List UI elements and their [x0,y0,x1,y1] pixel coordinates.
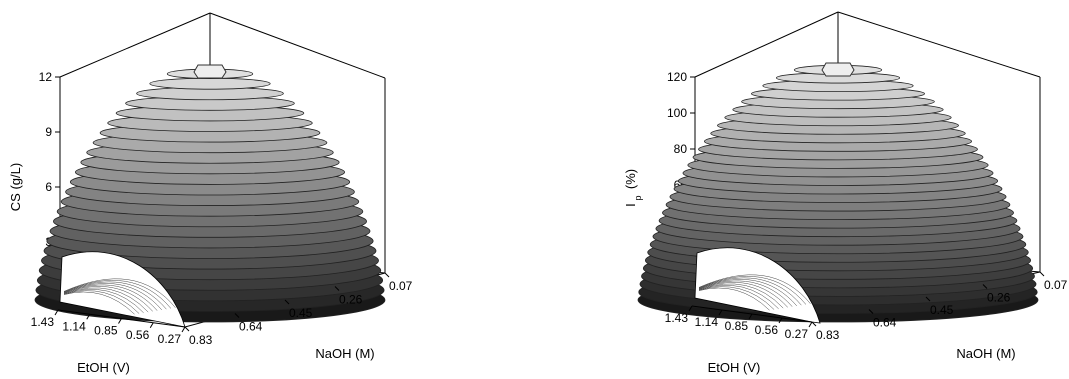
x-tick-label: 1.14 [62,319,86,333]
low-contour-line [63,290,140,314]
low-contour-line [698,282,788,308]
low-contour-line [63,286,153,312]
x-tick-label: 0.85 [94,324,118,338]
x-tick-label: 0.56 [755,323,779,337]
z-tick-label: 12 [39,70,53,84]
low-contour-line [63,278,176,308]
x-tick-label: 0.56 [126,328,150,342]
low-contour-line [63,287,149,313]
x-tick-mark [688,305,693,312]
back-left-top-edge [694,11,839,78]
x-axis-line [57,309,186,328]
low-contour-line [698,285,779,309]
low-contour-line [63,284,158,311]
back-right-top-edge [837,11,1041,78]
chart-ip-surface: 0204060801001201.431.140.850.560.27EtOH … [623,11,1068,375]
low-contour-line [698,276,807,305]
low-contour-line [698,283,784,309]
low-contour-line [63,289,144,313]
x-axis-title: EtOH (V) [77,360,130,375]
y-axis-title: NaOH (M) [315,346,374,361]
x-tick-mark [149,322,154,329]
y-tick-label: 0.83 [816,328,840,342]
y-tick-mark [384,272,390,278]
z-tick-label: 9 [45,125,52,139]
x-tick-mark [718,309,723,316]
low-contour-line [63,283,163,311]
x-tick-label: 1.14 [695,315,719,329]
low-contour-line [698,274,811,304]
y-tick-mark [811,321,817,327]
x-axis-line [691,305,813,323]
y-tick-mark [284,299,290,305]
x-tick-label: 1.43 [665,311,689,325]
y-tick-label: 0.26 [987,291,1011,305]
y-tick-label: 0.26 [339,293,363,307]
contour-band [149,77,271,90]
y-tick-label: 0.64 [239,320,263,334]
z-tick-label: 6 [45,180,52,194]
y-tick-mark [184,326,190,332]
z-axis-title-unit: (%) [623,169,638,189]
z-axis-title-main: I [623,203,638,207]
peak-contour [193,64,227,79]
x-tick-mark [748,313,753,320]
y-tick-label: 0.45 [930,303,954,317]
x-tick-label: 0.27 [785,327,809,341]
low-contour-line [63,280,172,309]
x-tick-mark [808,321,813,328]
y-tick-mark [925,296,931,302]
y-tick-label: 0.07 [389,279,413,293]
x-tick-mark [778,317,783,324]
y-axis-title: NaOH (M) [956,346,1015,361]
low-contour-line [698,286,775,310]
z-axis-title-sub: p [633,195,643,200]
low-contour-line [698,279,798,307]
low-region [694,247,821,324]
y-tick-label: 0.07 [1044,278,1068,292]
x-tick-mark [54,309,59,316]
x-tick-label: 1.43 [31,315,55,329]
y-tick-mark [234,313,240,318]
y-tick-mark [1039,271,1045,277]
low-contour-line [63,291,135,315]
low-contour-line [698,280,793,307]
y-tick-mark [982,284,988,289]
x-tick-mark [86,313,91,320]
low-contour-line [63,281,167,310]
z-axis-title: CS (g/L) [8,163,23,211]
z-tick-label: 120 [667,70,687,84]
x-tick-mark [118,318,122,324]
x-tick-mark [181,326,186,333]
back-left-top-edge [59,12,211,78]
z-tick-label: 100 [667,106,687,120]
y-tick-label: 0.45 [289,306,313,320]
y-tick-label: 0.64 [873,316,897,330]
y-tick-label: 0.83 [189,333,213,347]
x-tick-label: 0.27 [158,332,182,346]
low-contour-line [698,277,802,306]
z-tick-label: 80 [674,142,688,156]
back-right-top-edge [209,12,386,79]
low-contour-line [698,287,770,311]
z-axis-title: Ip (%) [623,169,643,207]
peak-contour [821,62,855,77]
y-tick-mark [334,286,340,291]
x-axis-title: EtOH (V) [708,360,761,375]
y-tick-mark [868,309,874,314]
x-tick-label: 0.85 [725,319,749,333]
